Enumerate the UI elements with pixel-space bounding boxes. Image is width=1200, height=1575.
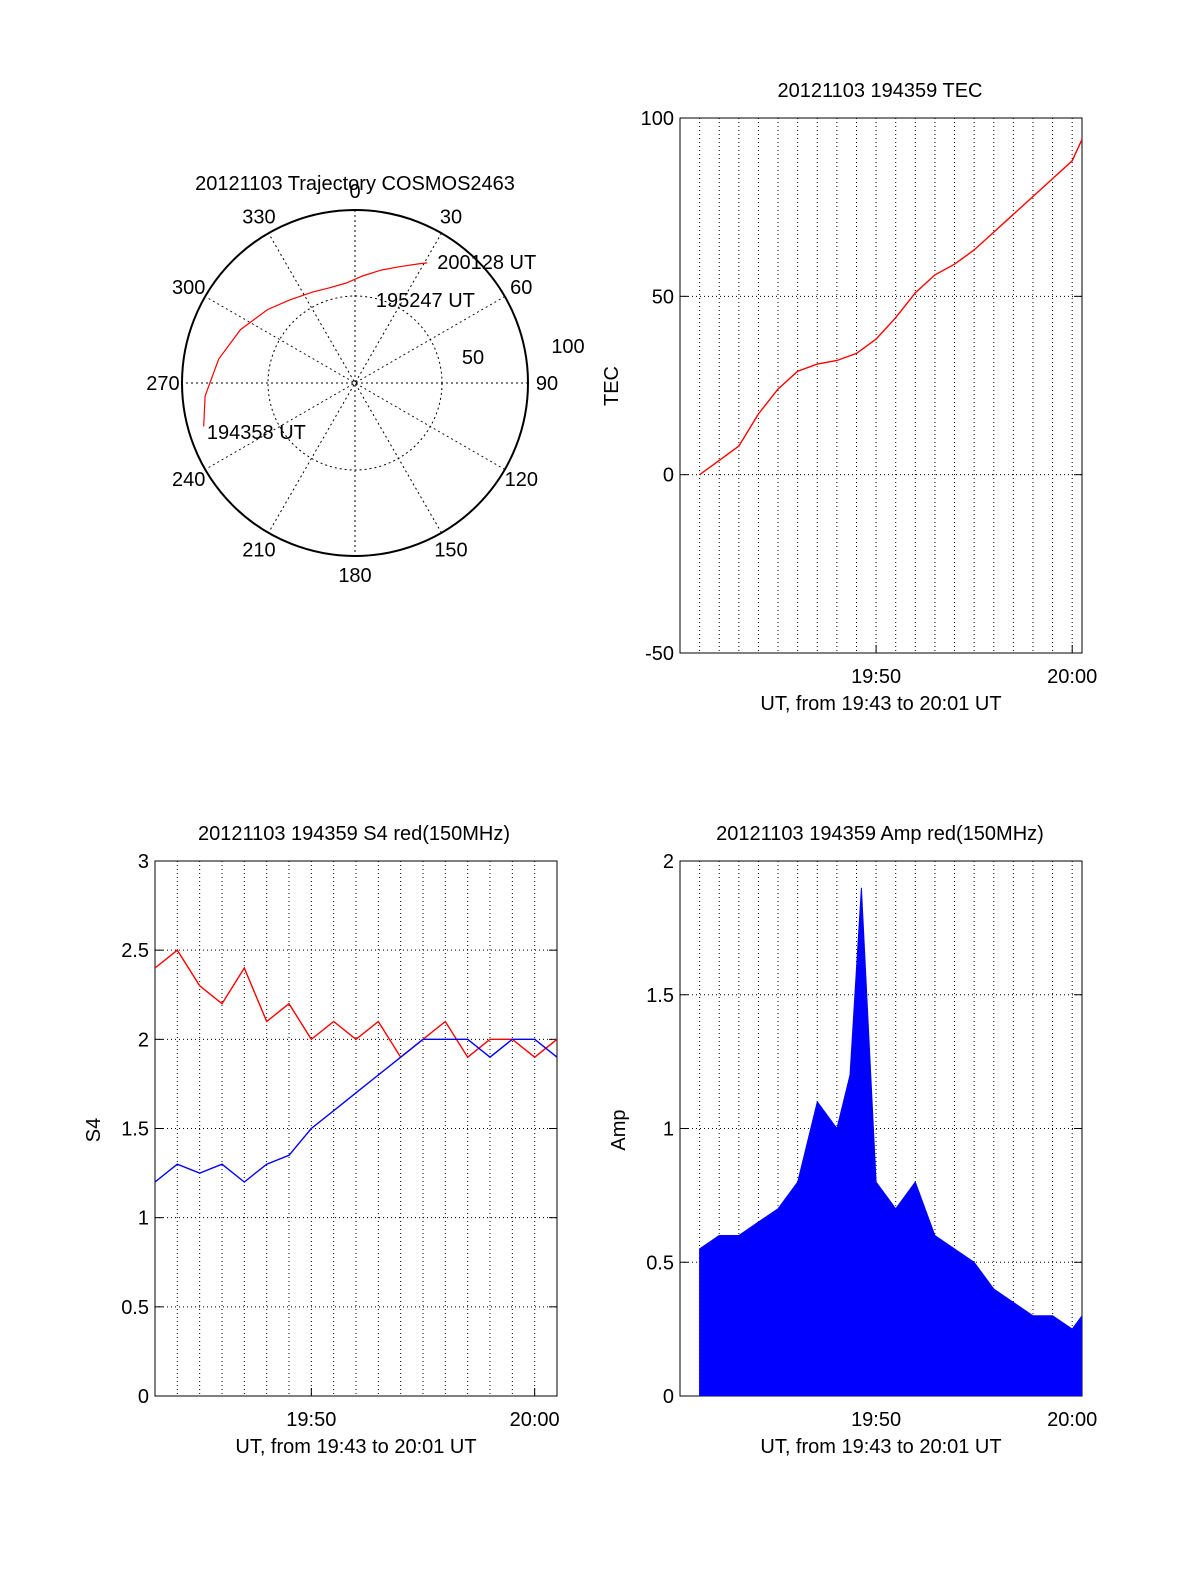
y-tick-label: 0 bbox=[138, 1386, 149, 1408]
s4-chart: 20121103 194359 S4 red(150MHz) 0 0.5 1 1.5 2… bbox=[83, 823, 560, 1458]
polar-ring-labels: 50 100 bbox=[462, 336, 585, 369]
y-tick-label: 1 bbox=[663, 1119, 674, 1141]
x-tick-label: 20:00 bbox=[1047, 666, 1097, 688]
series-line bbox=[699, 139, 1082, 476]
azimuth-label: 300 bbox=[172, 277, 205, 299]
time-annotation: 195247 UT bbox=[376, 290, 475, 312]
x-tick-label: 19:50 bbox=[851, 1409, 901, 1431]
tec-xlabel: UT, from 19:43 to 20:01 UT bbox=[760, 693, 1001, 715]
s4-title: 20121103 194359 S4 red(150MHz) bbox=[198, 823, 510, 845]
tec-ylabel: TEC bbox=[601, 366, 623, 406]
azimuth-label: 60 bbox=[510, 277, 532, 299]
azimuth-label: 120 bbox=[505, 469, 538, 491]
y-tick-label: 1.5 bbox=[646, 985, 674, 1007]
ring-label: 50 bbox=[462, 347, 484, 369]
azimuth-label: 30 bbox=[440, 207, 462, 229]
trajectory-annotations: 194358 UT 195247 UT 200128 UT bbox=[207, 252, 536, 444]
y-tick-label: 3 bbox=[138, 851, 149, 873]
ring-label: 100 bbox=[551, 336, 584, 358]
s4-ylabel: S4 bbox=[83, 1118, 105, 1142]
series-1 bbox=[155, 1038, 557, 1183]
x-tick-label: 19:50 bbox=[851, 666, 901, 688]
amp-ticks: 0 0.5 1 1.5 2 19:50 20:00 bbox=[646, 851, 1097, 1431]
azimuth-label: 180 bbox=[338, 565, 371, 587]
tec-grid bbox=[679, 118, 1082, 653]
trajectory-title: 20121103 Trajectory COSMOS2463 bbox=[195, 173, 515, 195]
amp-title: 20121103 194359 Amp red(150MHz) bbox=[716, 823, 1044, 845]
series-line bbox=[155, 1038, 557, 1183]
y-tick-label: 2.5 bbox=[121, 940, 149, 962]
s4-xlabel: UT, from 19:43 to 20:01 UT bbox=[235, 1436, 476, 1458]
x-tick-label: 19:50 bbox=[286, 1409, 336, 1431]
y-tick-label: 0.5 bbox=[646, 1252, 674, 1274]
azimuth-label: 270 bbox=[146, 373, 179, 395]
y-tick-label: 1.5 bbox=[121, 1119, 149, 1141]
s4-series bbox=[155, 949, 557, 1183]
time-annotation: 200128 UT bbox=[437, 252, 536, 274]
x-tick-label: 20:00 bbox=[510, 1409, 560, 1431]
amp-bars bbox=[699, 887, 1082, 1396]
tec-series bbox=[699, 139, 1082, 476]
amp-chart: 20121103 194359 Amp red(150MHz) 0 0.5 1 1.5… bbox=[608, 823, 1097, 1458]
trajectory-polar-chart: 20121103 Trajectory COSMOS2463 0 30 60 90 12… bbox=[146, 173, 584, 587]
y-tick-label: 1 bbox=[138, 1208, 149, 1230]
y-tick-label: 2 bbox=[663, 851, 674, 873]
y-tick-label: -50 bbox=[645, 643, 674, 665]
s4-ticks: 0 0.5 1 1.5 2 2.5 3 19:50 20:00 bbox=[121, 851, 560, 1431]
tec-ticks: -50 0 50 100 19:50 20:00 bbox=[641, 108, 1098, 688]
x-tick-label: 20:00 bbox=[1047, 1409, 1097, 1431]
y-tick-label: 0 bbox=[663, 1386, 674, 1408]
series-line bbox=[155, 949, 557, 1059]
azimuth-label: 330 bbox=[242, 207, 275, 229]
trajectory-track bbox=[203, 262, 428, 427]
tec-plot-frame bbox=[679, 117, 1083, 654]
series-0 bbox=[155, 949, 557, 1059]
azimuth-label: 0 bbox=[349, 181, 360, 203]
y-tick-label: 100 bbox=[641, 108, 674, 130]
time-annotation: 194358 UT bbox=[207, 422, 306, 444]
trajectory-line bbox=[203, 262, 428, 427]
tec-title: 20121103 194359 TEC bbox=[778, 80, 983, 102]
azimuth-label: 240 bbox=[172, 469, 205, 491]
y-tick-label: 0 bbox=[663, 465, 674, 487]
series-0 bbox=[699, 139, 1082, 476]
amp-xlabel: UT, from 19:43 to 20:01 UT bbox=[760, 1436, 1001, 1458]
y-tick-label: 0.5 bbox=[121, 1297, 149, 1319]
amp-ylabel: Amp bbox=[608, 1109, 630, 1150]
y-tick-label: 50 bbox=[652, 286, 674, 308]
y-tick-label: 2 bbox=[138, 1029, 149, 1051]
polar-azimuth-labels: 0 30 60 90 120 150 180 210 240 270 300 330 bbox=[146, 181, 558, 587]
series-0 bbox=[699, 887, 1082, 1396]
amp-series bbox=[699, 887, 1082, 1396]
azimuth-label: 90 bbox=[536, 373, 558, 395]
azimuth-label: 150 bbox=[434, 539, 467, 561]
s4-grid bbox=[154, 861, 558, 1396]
azimuth-label: 210 bbox=[242, 539, 275, 561]
